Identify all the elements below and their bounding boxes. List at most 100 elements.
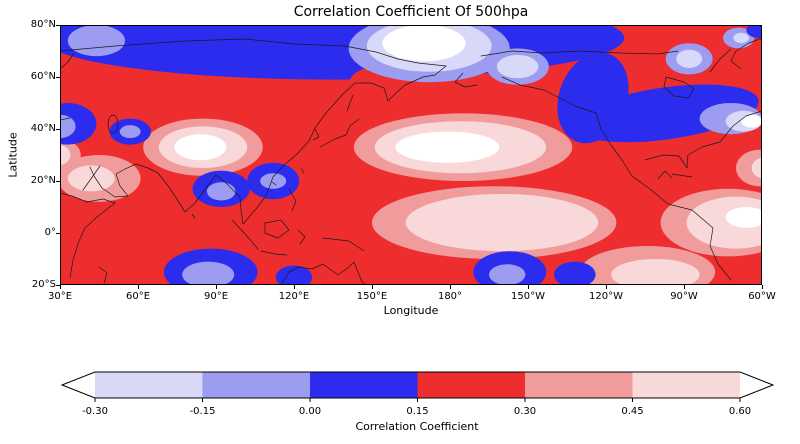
- colorbar-tick-label: 0.00: [299, 406, 321, 417]
- colorbar-under-arrow: [62, 372, 95, 398]
- colorbar-segment: [310, 372, 418, 398]
- contour-region: [275, 265, 313, 285]
- coastline: [709, 48, 732, 73]
- map-plot-area: [60, 25, 762, 285]
- coastline: [319, 118, 360, 148]
- colorbar-tick-label: -0.15: [190, 406, 216, 417]
- x-tick-label: 180°: [437, 291, 463, 302]
- coastline: [280, 261, 368, 285]
- y-tick-mark: [56, 284, 60, 286]
- contour-region: [174, 134, 227, 161]
- y-tick-mark: [56, 180, 60, 182]
- contour-region: [496, 54, 539, 79]
- coastline: [288, 188, 297, 212]
- coastline: [89, 163, 149, 198]
- x-tick-mark: [761, 285, 763, 289]
- contour-region: [741, 114, 762, 128]
- x-tick-label: 120°W: [589, 291, 623, 302]
- contour-region: [206, 182, 236, 201]
- x-tick-label: 90°W: [670, 291, 698, 302]
- contour-region: [489, 264, 526, 285]
- coastline: [730, 37, 762, 70]
- coastline: [663, 76, 695, 99]
- y-tick-mark: [56, 232, 60, 234]
- coastlines: [60, 37, 762, 285]
- colorbar-tick-label: 0.15: [406, 406, 428, 417]
- colorbar-over-arrow: [740, 372, 773, 398]
- coastline: [312, 128, 320, 141]
- chart-title: Correlation Coefficient Of 500hpa: [293, 4, 529, 20]
- contour-region: [751, 157, 762, 179]
- colorbar-segment: [95, 372, 203, 398]
- x-tick-mark: [59, 285, 61, 289]
- x-tick-mark: [215, 285, 217, 289]
- x-tick-mark: [605, 285, 607, 289]
- contour-region: [395, 131, 500, 163]
- plot-frame: [60, 25, 762, 285]
- colorbar-tick-label: 0.60: [729, 406, 751, 417]
- colorbar-segment: [417, 372, 526, 398]
- coastline: [60, 52, 75, 70]
- colorbar-segment: [525, 372, 633, 398]
- x-axis-label: Longitude: [383, 304, 439, 317]
- coastline: [454, 72, 478, 88]
- y-tick-label: 40°N: [30, 123, 56, 134]
- colorbar-tick-label: 0.30: [514, 406, 536, 417]
- x-tick-label: 150°W: [511, 291, 545, 302]
- y-tick-label: 20°N: [30, 175, 56, 186]
- contour-region: [733, 32, 749, 44]
- x-tick-label: 150°E: [356, 291, 388, 302]
- x-tick-mark: [449, 285, 451, 289]
- contour-region: [405, 194, 599, 252]
- x-tick-mark: [137, 285, 139, 289]
- y-tick-label: 20°S: [31, 279, 56, 290]
- x-tick-label: 60°W: [748, 291, 776, 302]
- contour-region: [260, 173, 287, 189]
- colorbar-segment: [202, 372, 311, 398]
- y-tick-mark: [56, 76, 60, 78]
- x-tick-mark: [371, 285, 373, 289]
- contour-region: [676, 49, 703, 68]
- contour-region: [182, 261, 235, 285]
- contour-region: [746, 25, 762, 38]
- coastline: [60, 117, 71, 121]
- colorbar-label: Correlation Coefficient: [355, 420, 479, 433]
- contour-region: [60, 114, 76, 139]
- contour-region: [725, 207, 762, 228]
- coastline: [82, 165, 101, 191]
- contour-region: [736, 149, 762, 187]
- contour-region: [554, 261, 596, 285]
- contour-region: [382, 25, 466, 62]
- coastline: [501, 76, 732, 281]
- x-tick-mark: [527, 285, 529, 289]
- coastline: [297, 229, 306, 245]
- x-tick-label: 120°E: [278, 291, 310, 302]
- contour-region: [60, 144, 71, 166]
- colorbar: -0.30 -0.15 0.00 0.15 0.30 0.45 0.60 Correlati…: [60, 371, 775, 433]
- coastline: [644, 110, 762, 169]
- colorbar-tick-label: 0.45: [621, 406, 643, 417]
- coastline: [107, 114, 119, 134]
- contour-region: [67, 25, 125, 57]
- y-tick-mark: [56, 128, 60, 130]
- y-tick-label: 80°N: [30, 19, 56, 30]
- colorbar-segment: [632, 372, 741, 398]
- colorbar-tick-label: -0.30: [82, 406, 108, 417]
- coastline: [657, 170, 693, 180]
- x-tick-label: 30°E: [47, 291, 73, 302]
- coastline: [98, 167, 305, 284]
- coastline: [215, 153, 298, 225]
- coastline: [231, 219, 288, 256]
- coastline: [322, 237, 365, 252]
- x-tick-mark: [293, 285, 295, 289]
- coastline: [480, 50, 679, 57]
- coastline: [60, 38, 447, 67]
- colorbar-body: -0.30 -0.15 0.00 0.15 0.30 0.45 0.60: [60, 371, 775, 417]
- y-tick-label: 60°N: [30, 71, 56, 82]
- x-tick-mark: [683, 285, 685, 289]
- contour-region: [119, 125, 141, 139]
- contour-region: [611, 259, 700, 285]
- contour-regions: [60, 25, 762, 285]
- x-tick-label: 90°E: [203, 291, 229, 302]
- coastline: [264, 219, 290, 239]
